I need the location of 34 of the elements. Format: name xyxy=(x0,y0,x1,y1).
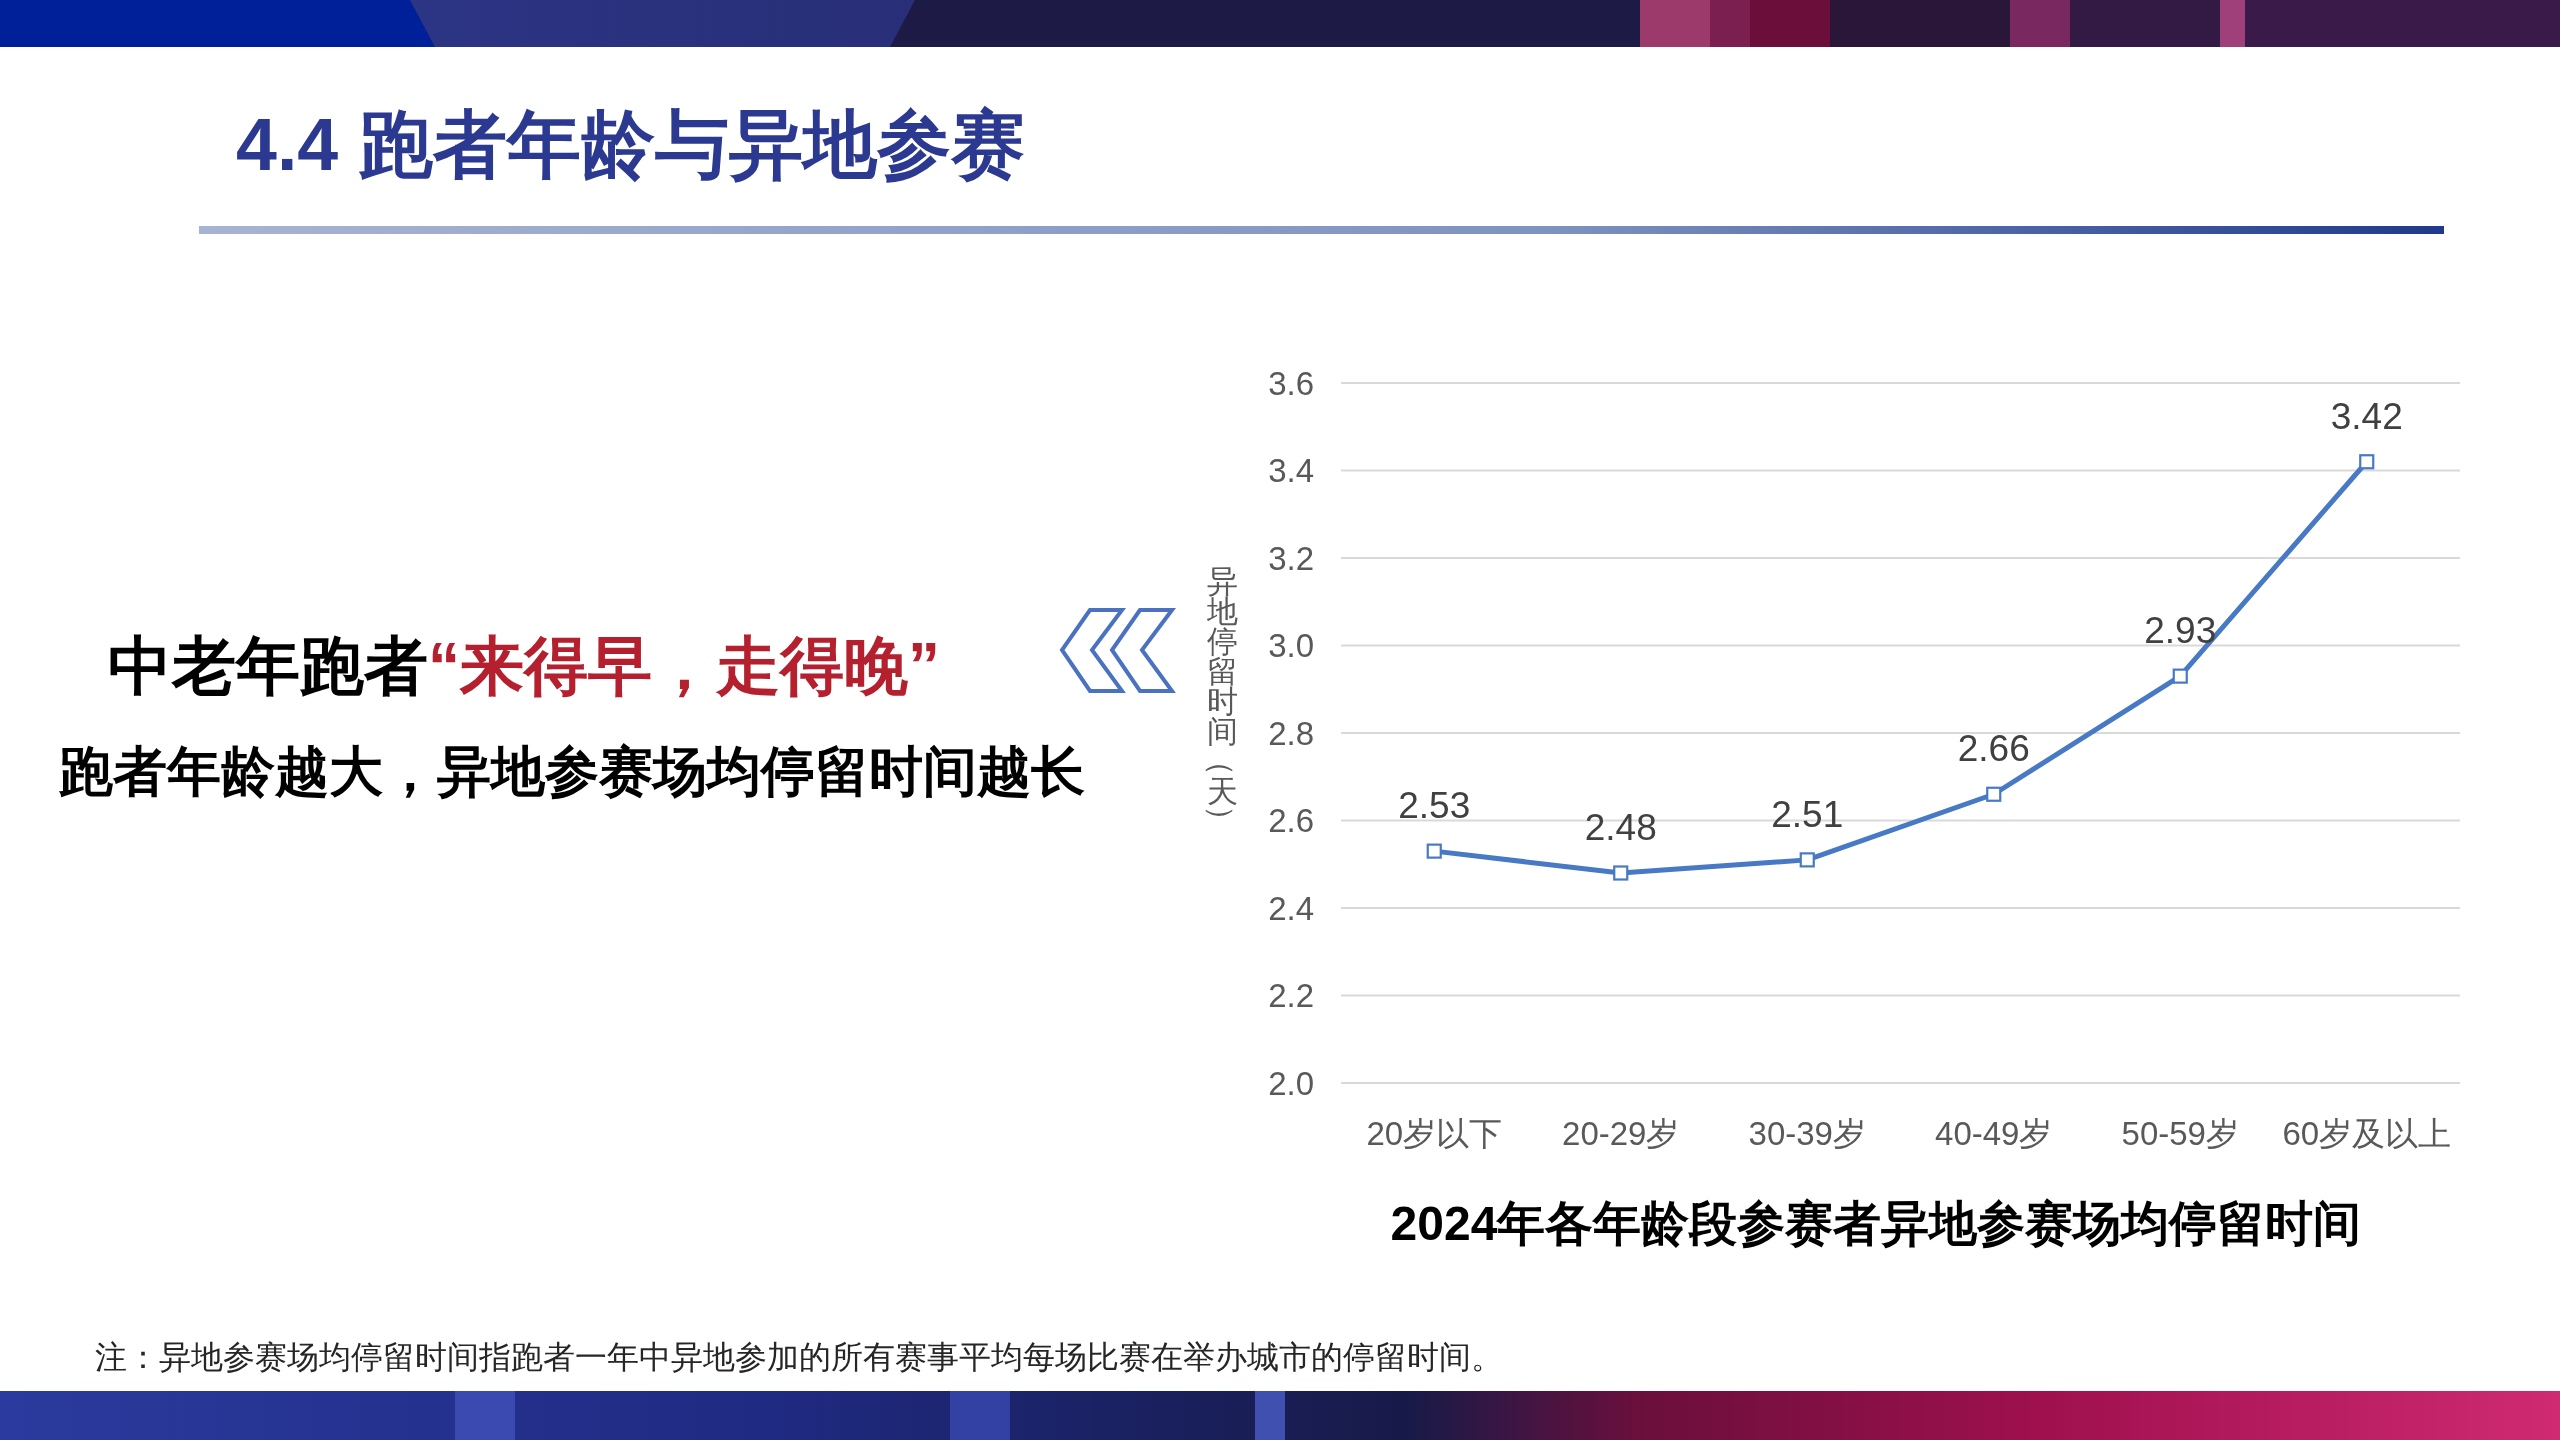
y-tick-label: 2.8 xyxy=(1268,714,1314,752)
y-tick-label: 2.2 xyxy=(1268,977,1314,1015)
x-tick-label: 50-59岁 xyxy=(2121,1115,2239,1152)
data-label: 2.93 xyxy=(2144,610,2217,652)
data-label: 3.42 xyxy=(2330,395,2403,437)
text: 4.4 跑者年龄与异地参赛 xyxy=(236,103,1025,186)
x-tick-label: 60岁及以上 xyxy=(2282,1115,2452,1152)
point xyxy=(1986,786,2002,802)
data-label: 2.51 xyxy=(1771,793,1844,835)
point xyxy=(2359,454,2375,470)
text: 跑者年龄越大，异地参赛场均停留时间越长 xyxy=(58,742,1085,801)
text: 异地停留时间（天） xyxy=(1203,563,1239,836)
data-label: 2.53 xyxy=(1398,785,1471,827)
y-tick-label: 3.6 xyxy=(1268,364,1314,402)
y-tick-label: 3.4 xyxy=(1268,452,1314,490)
y-tick-label: 3.0 xyxy=(1268,627,1314,665)
x-tick-label: 40-49岁 xyxy=(1935,1115,2053,1152)
point xyxy=(2172,668,2188,684)
text: 2024年各年龄段参赛者异地参赛场均停留时间 xyxy=(1390,1197,2362,1250)
y-tick-label: 2.6 xyxy=(1268,802,1314,840)
x-tick-label: 30-39岁 xyxy=(1748,1115,1866,1152)
text: 中老年跑者 xyxy=(108,630,428,702)
x-tick-label: 20-29岁 xyxy=(1562,1115,1680,1152)
text: “来得早，走得晚” xyxy=(428,630,940,702)
data-label: 2.66 xyxy=(1957,728,2030,770)
data-label: 2.48 xyxy=(1584,807,1657,848)
y-tick-label: 3.2 xyxy=(1268,539,1314,577)
x-tick-label: 20岁以下 xyxy=(1366,1115,1503,1152)
y-tick-label: 2.4 xyxy=(1268,889,1314,927)
point xyxy=(1613,865,1629,881)
y-tick-label: 2.0 xyxy=(1268,1064,1314,1102)
point xyxy=(1799,852,1815,868)
text: 注：异地参赛场均停留时间指跑者一年中异地参加的所有赛事平均每场比赛在举办城市的停留时间。 xyxy=(95,1339,1503,1375)
point xyxy=(1426,843,1442,859)
